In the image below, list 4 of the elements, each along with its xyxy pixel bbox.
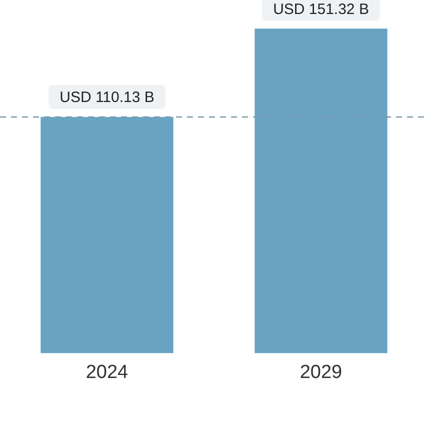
data-label: USD 151.32 B xyxy=(273,0,369,18)
data-label: USD 110.13 B xyxy=(60,89,154,106)
x-tick-label: 2029 xyxy=(300,362,342,383)
x-tick-label: 2024 xyxy=(86,362,129,383)
